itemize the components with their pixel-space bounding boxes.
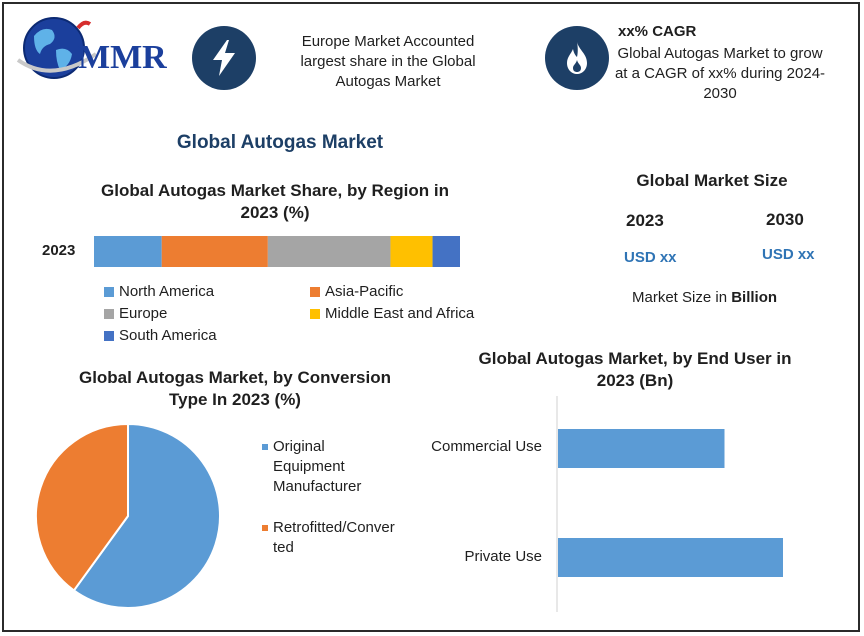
market-size-value-2023: USD xx [624,249,677,266]
conversion-pie-chart [35,422,221,609]
region-category-label: 2023 [42,242,76,259]
conversion-legend-swatch-2 [262,525,268,531]
conversion-legend-label-1-line-2: Equipment [273,458,345,475]
cagr-title: xx% CAGR [618,23,697,40]
region-bar-segment-3 [267,236,391,267]
region-bar-segment-1 [94,236,162,267]
region-chart-title: Global Autogas Market Share, by Region i… [101,181,449,222]
market-size-value-2030: USD xx [762,246,815,263]
market-size-unit: Market Size in Billion [632,289,777,306]
region-legend-swatch-4 [310,308,320,319]
conversion-legend-label-2-line-2: ted [273,539,294,556]
region-legend-label-4: Middle East and Africa [325,305,475,322]
pie-slice-2 [35,422,129,592]
region-stacked-bar-chart [94,236,460,267]
lightning-icon [213,40,235,76]
end-user-bar-chart [556,396,783,612]
end-user-category-label-1: Commercial Use [431,438,542,455]
mmr-logo: MMR [12,10,182,90]
region-bar-segment-2 [161,236,268,267]
region-legend-item-3: Europe [104,305,167,322]
market-size-unit-prefix: Market Size in [632,289,732,306]
region-legend-item-1: North America [104,283,214,300]
market-size-title: Global Market Size [636,171,788,190]
globe-icon [16,17,98,79]
region-legend-swatch-5 [104,330,114,341]
region-legend-item-2: Asia-Pacific [310,283,403,300]
region-legend-swatch-2 [310,286,320,297]
end-user-category-label-2: Private Use [464,548,542,565]
conversion-legend-label-1-line-3: Manufacturer [273,478,362,495]
market-size-year-2023: 2023 [626,211,664,230]
region-legend-label-2: Asia-Pacific [325,283,404,300]
region-bar-segment-4 [390,236,433,267]
cagr-text: Global Autogas Market to grow at a CAGR … [614,45,826,102]
region-legend-label-3: Europe [119,305,168,322]
conversion-legend-item-2: Retrofitted/Conver ted [262,518,395,558]
info-europe-text: Europe Market Accounted largest share in… [300,33,476,90]
region-legend-item-5: South America [104,327,217,344]
main-title: Global Autogas Market [176,132,384,153]
region-legend-swatch-1 [104,286,114,297]
conversion-chart-title: Global Autogas Market, by Conversion Typ… [78,368,392,409]
conversion-legend-swatch-1 [262,444,268,450]
market-size-year-2030: 2030 [766,210,804,229]
conversion-legend-item-1: Original Equipment Manufacturer [262,437,362,497]
conversion-legend-label-2-line-1: Retrofitted/Conver [273,519,395,536]
end-user-bar-1 [558,429,725,468]
pie-slice-1 [72,422,221,609]
market-size-unit-bold: Billion [731,289,778,306]
logo-text: MMR [78,39,167,76]
region-legend-swatch-3 [104,308,114,319]
end-user-chart-title: Global Autogas Market, by End User in 20… [478,349,792,390]
region-legend-item-4: Middle East and Africa [310,305,474,322]
region-bar-segment-5 [432,236,460,267]
flame-badge [545,26,609,90]
region-legend-label-5: South America [119,327,217,344]
end-user-bar-2 [558,538,783,577]
flame-icon [567,42,587,74]
conversion-legend-label-1-line-1: Original [273,438,325,455]
region-legend-label-1: North America [119,283,215,300]
lightning-badge [192,26,256,90]
